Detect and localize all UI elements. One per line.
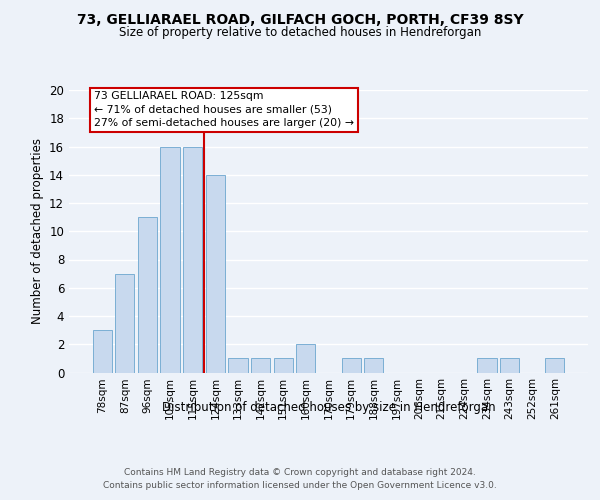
Bar (251, 358, 270, 372)
Text: 73, GELLIARAEL ROAD, GILFACH GOCH, PORTH, CF39 8SY: 73, GELLIARAEL ROAD, GILFACH GOCH, PORTH… (77, 12, 523, 26)
Text: Distribution of detached houses by size in Hendreforgan: Distribution of detached houses by size … (162, 401, 496, 414)
Text: 73 GELLIARAEL ROAD: 125sqm
← 71% of detached houses are smaller (53)
27% of semi: 73 GELLIARAEL ROAD: 125sqm ← 71% of deta… (94, 92, 354, 128)
Y-axis label: Number of detached properties: Number of detached properties (31, 138, 44, 324)
Bar (477, 358, 497, 372)
Bar (138, 217, 157, 372)
Bar (341, 358, 361, 372)
Text: Contains HM Land Registry data © Crown copyright and database right 2024.: Contains HM Land Registry data © Crown c… (124, 468, 476, 477)
Bar (92, 330, 112, 372)
Bar (115, 274, 134, 372)
Bar (296, 344, 316, 372)
Bar (183, 146, 202, 372)
Bar (545, 358, 565, 372)
Bar (274, 358, 293, 372)
Bar (500, 358, 519, 372)
Bar (206, 175, 225, 372)
Bar (160, 146, 180, 372)
Bar (364, 358, 383, 372)
Bar (229, 358, 248, 372)
Text: Contains public sector information licensed under the Open Government Licence v3: Contains public sector information licen… (103, 482, 497, 490)
Text: Size of property relative to detached houses in Hendreforgan: Size of property relative to detached ho… (119, 26, 481, 39)
